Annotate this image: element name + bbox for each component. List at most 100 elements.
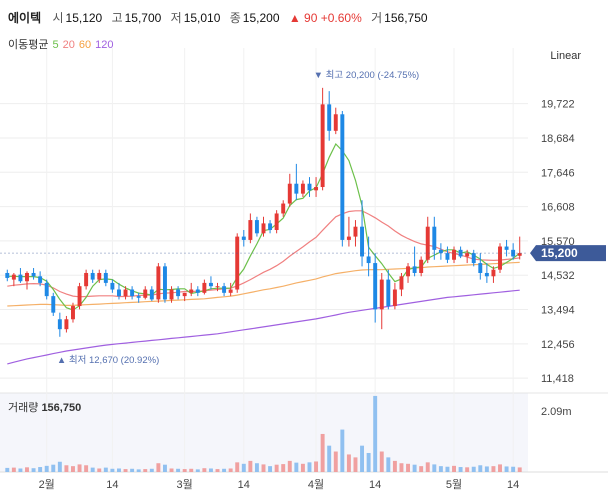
candle-body [90, 272, 95, 280]
volume-legend-value: 156,750 [41, 402, 82, 414]
volume-bar [261, 464, 266, 472]
volume-bar [149, 468, 154, 472]
ma120-line [7, 289, 520, 365]
volume-bar [77, 464, 82, 472]
high-value: 15,700 [124, 11, 162, 25]
ma-legend-title: 이동평균 [8, 39, 49, 51]
candle-body [425, 226, 430, 260]
x-tick-label: 14 [238, 479, 250, 491]
x-tick-label: 14 [369, 479, 381, 491]
volume-bar [517, 467, 522, 472]
close-label: 종 [229, 11, 241, 25]
candle-body [77, 286, 82, 307]
volume-bar [320, 433, 325, 472]
candle [478, 253, 483, 280]
candle-body [281, 203, 286, 214]
volume-bar [64, 465, 69, 472]
annotations: 15,200 ▼ 최고 20,200 (-24.75%) ▲ 최저 12,670 (… [0, 70, 606, 366]
ma-legend-120: 120 [95, 39, 114, 51]
candle-body [399, 276, 404, 290]
candle [38, 271, 43, 287]
volume-bar [274, 464, 279, 472]
volume-bar [11, 467, 16, 472]
candle-body [373, 263, 378, 310]
candle [320, 87, 325, 191]
candle [261, 216, 266, 237]
volume-bar [287, 460, 292, 472]
candle-body [97, 272, 102, 280]
ma-legend: 이동평균 5 20 60 120 [8, 36, 117, 52]
volume-bar [25, 467, 29, 472]
volume-bar [110, 468, 115, 472]
candle-body [320, 104, 325, 188]
volume-bar [189, 468, 194, 472]
open-value: 15,120 [65, 11, 103, 25]
volume-bar [412, 464, 417, 472]
candle-body [71, 306, 75, 320]
candle [169, 286, 174, 303]
volume-bar [452, 465, 456, 472]
candle-body [103, 272, 108, 283]
candle [156, 263, 161, 303]
candle [392, 282, 397, 310]
moving-averages [7, 142, 521, 365]
scale-toggle-button[interactable]: Linear [550, 50, 581, 62]
candle [432, 216, 437, 260]
volume-bar [208, 468, 213, 472]
candle [182, 292, 187, 302]
candle-body [438, 249, 443, 254]
volume-bar [300, 463, 305, 472]
volume-bar [471, 466, 476, 472]
candles [5, 87, 522, 337]
candle [484, 263, 489, 283]
candle [465, 249, 470, 264]
y-tick-label: 12,456 [541, 339, 575, 351]
volume-bar [202, 468, 207, 472]
x-tick-label: 14 [507, 479, 519, 491]
volume-bar [156, 463, 161, 472]
candle-body [44, 282, 49, 297]
y-tick-label: 15,570 [541, 236, 575, 248]
candle-body [110, 282, 115, 290]
candle-body [471, 253, 476, 264]
candle [360, 200, 365, 267]
y-tick-label: 14,532 [541, 270, 575, 282]
candle [300, 180, 305, 197]
candle [90, 269, 95, 283]
grid [0, 48, 608, 473]
candle-body [57, 319, 62, 330]
volume-bar [116, 468, 121, 472]
volume-bar [353, 457, 358, 472]
candle [5, 269, 10, 282]
candle-body [406, 266, 411, 277]
volume-bar [222, 468, 227, 472]
candle [353, 220, 358, 247]
candle [412, 246, 417, 277]
volume-bar [84, 465, 89, 472]
candle [366, 236, 371, 277]
candle-body [491, 269, 496, 277]
candle [130, 286, 135, 300]
volume-bar [182, 469, 187, 472]
volume-legend: 거래량 156,750 [8, 399, 81, 415]
candle [504, 239, 509, 257]
volume-bar [478, 465, 483, 472]
candle-body [169, 289, 174, 300]
candle [491, 266, 496, 283]
candle-body [25, 272, 29, 282]
candle-body [314, 187, 319, 191]
candle [274, 210, 279, 234]
candle-body [248, 220, 253, 240]
volume-label: 거 [371, 11, 383, 25]
candle-body [31, 272, 36, 277]
candle-body [517, 253, 522, 256]
candle-body [51, 296, 56, 313]
candle [195, 286, 200, 297]
volume-bar [491, 466, 496, 472]
candle [162, 263, 167, 303]
axes: 19,722 18,684 17,646 16,608 15,570 14,532 13,4… [39, 99, 575, 491]
volume-bar [445, 466, 450, 472]
candle-body [5, 272, 10, 278]
volume-bar [97, 468, 102, 472]
